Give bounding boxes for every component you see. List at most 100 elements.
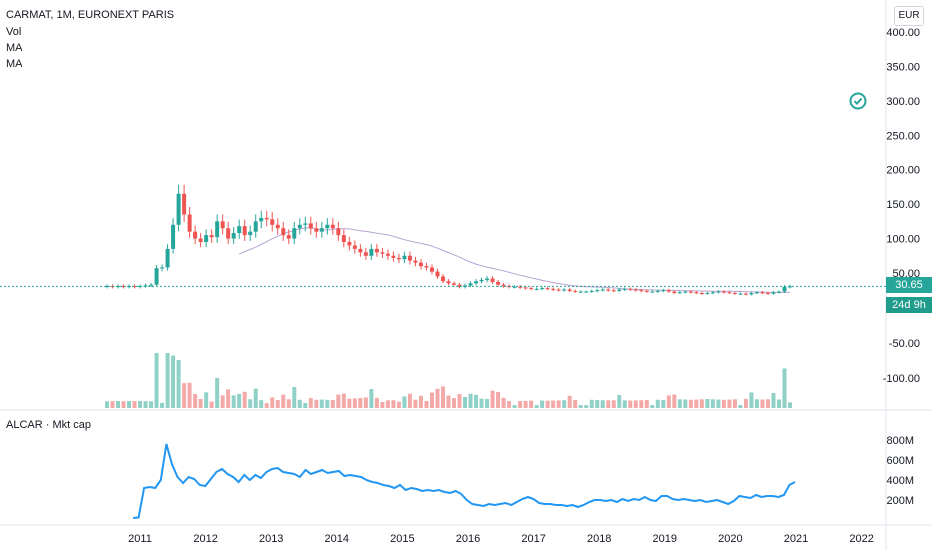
- candle-body: [215, 221, 220, 238]
- volume-bar: [721, 399, 726, 408]
- candle-body: [600, 289, 605, 291]
- volume-bar: [463, 397, 468, 408]
- volume-bar: [452, 398, 457, 408]
- candle-body: [385, 253, 390, 256]
- candle-body: [314, 228, 319, 232]
- check-circle-icon[interactable]: [849, 92, 867, 110]
- candle-body: [396, 257, 401, 260]
- volume-bar: [220, 395, 225, 408]
- time-tick-label: 2013: [259, 533, 283, 545]
- candle-body: [617, 289, 622, 291]
- candle-body: [589, 290, 594, 292]
- volume-bar: [446, 395, 451, 408]
- candle-body: [749, 292, 754, 295]
- volume-bar: [677, 399, 682, 408]
- candle-body: [573, 290, 578, 292]
- volume-bar: [385, 400, 390, 408]
- volume-bar: [457, 394, 462, 408]
- volume-bar: [226, 389, 231, 408]
- candle-body: [523, 287, 528, 289]
- volume-bar: [474, 394, 479, 408]
- volume-bar: [661, 400, 666, 408]
- candle-body: [534, 288, 539, 290]
- candle-body: [683, 291, 688, 293]
- candle-body: [424, 266, 429, 268]
- candle-body: [160, 267, 165, 269]
- price-tick-label: 150.00: [886, 199, 920, 211]
- volume-bar: [369, 389, 374, 408]
- currency-button[interactable]: EUR: [894, 6, 924, 26]
- volume-bar: [617, 395, 622, 408]
- volume-bar: [352, 398, 357, 408]
- indicator-ma-2[interactable]: MA: [6, 58, 23, 70]
- volume-bar: [358, 397, 363, 408]
- volume-bar: [738, 405, 743, 408]
- candle-body: [738, 293, 743, 295]
- candle-body: [754, 292, 759, 294]
- volume-bar: [771, 393, 776, 408]
- volume-bar: [545, 400, 550, 408]
- time-tick-label: 2020: [718, 533, 742, 545]
- ma-polyline: [238, 227, 791, 293]
- volume-bar: [259, 400, 264, 408]
- time-tick-label: 2017: [521, 533, 545, 545]
- candle-body: [743, 293, 748, 295]
- volume-bar: [281, 394, 286, 408]
- candle-body: [341, 235, 346, 243]
- candle-body: [171, 224, 176, 249]
- candle-body: [518, 286, 523, 288]
- candle-body: [286, 235, 291, 239]
- time-axis[interactable]: 2011 2012 2013 2014 2015 2016 2017 2018 2019 2020…: [128, 533, 874, 545]
- volume-bar: [380, 402, 385, 408]
- candle-body: [413, 260, 418, 263]
- volume-bar: [655, 399, 660, 408]
- volume-bar: [727, 399, 732, 408]
- volume-bar: [374, 397, 379, 408]
- volume-bar: [788, 402, 792, 408]
- candle-body: [231, 233, 236, 239]
- volume-bar: [578, 405, 583, 408]
- volume-bar: [639, 400, 644, 408]
- mkt-cap-polyline: [132, 443, 796, 519]
- mkt-cap-tick-label: 400M: [886, 475, 914, 487]
- volume-bar: [429, 392, 434, 408]
- indicator-vol[interactable]: Vol: [6, 26, 22, 38]
- candle-body: [446, 281, 451, 284]
- candle-body: [529, 288, 534, 290]
- candle-body: [220, 221, 225, 229]
- volume-bar: [270, 397, 275, 408]
- volume-bar: [440, 386, 445, 408]
- volume-bar: [424, 401, 429, 408]
- candle-body: [501, 284, 506, 287]
- candle-body: [776, 291, 781, 293]
- price-axis[interactable]: 400.00 350.00 300.00 250.00 200.00 150.00 100.…: [883, 27, 920, 385]
- volume-bar: [705, 399, 710, 408]
- volume-bar: [121, 401, 126, 408]
- candle-body: [474, 281, 479, 284]
- volume-bar: [105, 401, 109, 408]
- candle-body: [650, 291, 655, 293]
- volume-bar: [193, 394, 198, 408]
- volume-bar: [595, 400, 600, 408]
- candle-body: [132, 286, 137, 288]
- volume-bar: [314, 399, 319, 408]
- time-tick-label: 2021: [784, 533, 808, 545]
- candle-body: [292, 228, 297, 239]
- volume-bar: [237, 393, 242, 408]
- candle-body: [688, 291, 693, 293]
- volume-bar: [209, 401, 214, 408]
- candle-body: [270, 219, 275, 225]
- volume-bar: [297, 399, 302, 408]
- candle-body: [374, 248, 379, 253]
- volume-bar: [650, 405, 655, 408]
- mkt-cap-axis[interactable]: 800M 600M 400M 200M: [886, 435, 914, 507]
- volume-bar: [198, 399, 203, 408]
- indicator-ma-1[interactable]: MA: [6, 42, 23, 54]
- volume-bar: [363, 397, 368, 408]
- volume-bar: [688, 399, 693, 408]
- volume-bar: [435, 388, 440, 408]
- volume-bar: [149, 401, 154, 408]
- candle-body: [402, 255, 407, 260]
- volume-bar: [760, 399, 765, 408]
